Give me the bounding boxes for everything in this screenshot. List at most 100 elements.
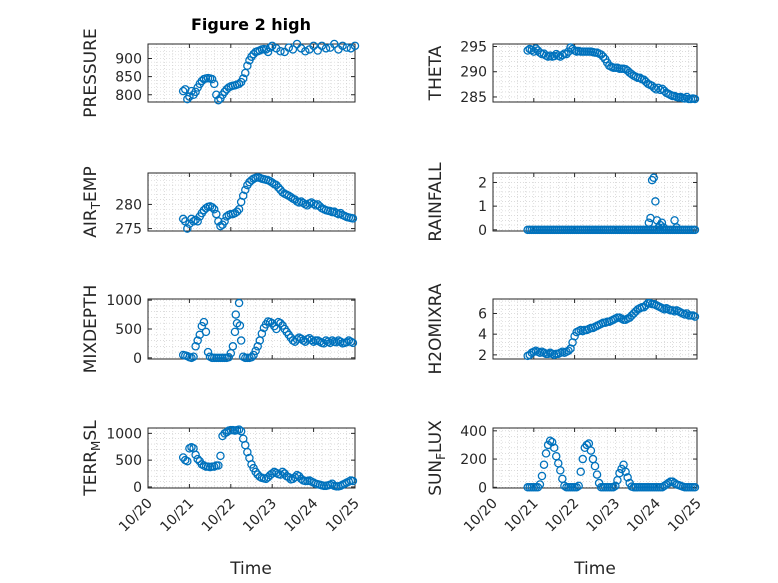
- data-point: [598, 52, 608, 61]
- data-point: [537, 471, 547, 481]
- data-point: [586, 446, 596, 455]
- data-point: [570, 331, 579, 341]
- y-tick-label: 280: [115, 197, 142, 213]
- y-tick-label: 1000: [106, 426, 142, 442]
- y-tick-label: 290: [460, 65, 487, 81]
- y-tick-label: 900: [115, 52, 142, 68]
- series-markers-terr_msl: [178, 425, 358, 491]
- y-tick-label: 0: [478, 223, 487, 239]
- data-point: [238, 191, 248, 200]
- data-point: [523, 46, 532, 55]
- data-point: [189, 352, 198, 361]
- data-point: [564, 346, 573, 355]
- data-point: [234, 79, 244, 89]
- data-point: [284, 43, 294, 52]
- y-tick-label: 4: [478, 327, 487, 343]
- data-point: [209, 79, 219, 89]
- y-axis-label-sun_flux: SUNFLUX: [426, 420, 448, 496]
- data-point: [317, 41, 327, 51]
- data-point: [278, 188, 287, 197]
- data-point: [197, 321, 207, 331]
- xlabel-left: Time: [229, 559, 272, 579]
- data-point: [267, 178, 277, 187]
- data-point: [243, 447, 252, 457]
- data-point: [657, 218, 667, 227]
- data-point: [350, 41, 360, 51]
- data-point: [330, 39, 339, 49]
- data-point: [651, 85, 661, 94]
- data-point: [185, 219, 194, 228]
- series-markers-air_temp: [178, 173, 358, 233]
- data-point: [545, 436, 555, 445]
- data-point: [183, 456, 192, 466]
- data-point: [207, 203, 217, 212]
- data-point: [342, 43, 351, 52]
- data-point: [183, 94, 192, 104]
- data-point: [562, 49, 571, 59]
- data-point: [201, 327, 211, 337]
- y-axis-label-terr_msl: TERRMSL: [81, 420, 103, 497]
- data-point: [556, 466, 565, 475]
- data-point: [247, 353, 256, 362]
- data-point: [682, 92, 692, 102]
- y-tick-label: 0: [133, 480, 142, 496]
- data-point: [251, 346, 260, 356]
- data-point: [214, 461, 223, 470]
- y-axis-label-pressure: PRESSURE: [81, 28, 101, 117]
- data-point: [535, 480, 545, 489]
- data-point: [191, 87, 200, 97]
- data-point: [274, 183, 283, 192]
- subplot-theta: 285 290 295 THETA: [426, 40, 700, 106]
- plot-area-rainfall: [493, 173, 697, 231]
- data-point: [336, 337, 345, 346]
- data-point: [178, 86, 188, 96]
- data-point: [582, 440, 592, 450]
- data-point: [298, 198, 308, 208]
- data-point: [342, 338, 351, 347]
- subplot-pressure: 800 850 900 PRESSURE: [81, 28, 360, 118]
- series-markers-pressure: [178, 39, 360, 105]
- data-point: [690, 483, 700, 492]
- data-point: [664, 478, 673, 488]
- data-point: [558, 50, 567, 60]
- y-tick-label: 275: [115, 222, 142, 238]
- data-point: [690, 312, 700, 321]
- data-point: [574, 481, 583, 491]
- data-point: [690, 94, 700, 104]
- data-point: [236, 426, 246, 436]
- data-point: [527, 45, 537, 55]
- data-point: [193, 336, 202, 345]
- series-markers-theta: [523, 43, 700, 104]
- y-tick-label: 0: [133, 351, 142, 367]
- data-point: [247, 52, 256, 61]
- data-point: [276, 47, 285, 56]
- data-point: [276, 318, 285, 328]
- y-tick-label: 1000: [106, 293, 142, 309]
- xlabel-right: Time: [573, 559, 616, 579]
- axes-box-pressure: [147, 43, 356, 103]
- data-point: [228, 342, 238, 351]
- data-point: [290, 473, 300, 482]
- data-point: [191, 450, 200, 460]
- data-point: [214, 95, 223, 105]
- y-tick-label: 0: [478, 480, 487, 496]
- data-point: [288, 45, 298, 54]
- data-point: [611, 481, 620, 491]
- data-point: [216, 451, 225, 461]
- data-point: [249, 350, 258, 360]
- data-point: [235, 321, 245, 330]
- data-point: [220, 217, 229, 226]
- data-point: [649, 173, 659, 182]
- data-point: [203, 347, 213, 357]
- data-point: [207, 74, 217, 84]
- data-point: [178, 214, 188, 224]
- data-point: [309, 41, 318, 51]
- data-point: [183, 224, 192, 233]
- plot-area-sun_flux: [493, 428, 697, 488]
- data-point: [232, 207, 242, 216]
- data-point: [615, 468, 624, 478]
- series-markers-mixdepth: [178, 298, 358, 363]
- data-point: [325, 338, 335, 348]
- data-point: [549, 51, 559, 61]
- data-point: [191, 342, 200, 351]
